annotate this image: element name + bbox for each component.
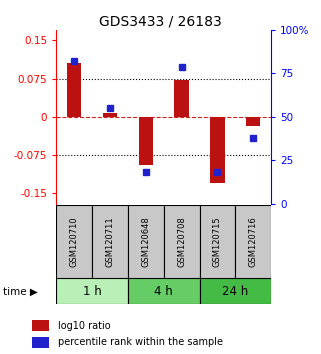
Bar <box>139 117 153 165</box>
Bar <box>32 337 49 348</box>
Bar <box>164 205 200 278</box>
Text: GSM120648: GSM120648 <box>141 216 150 267</box>
Bar <box>235 205 271 278</box>
Text: GSM120711: GSM120711 <box>105 216 115 267</box>
Text: GSM120716: GSM120716 <box>249 216 258 267</box>
Text: time ▶: time ▶ <box>3 287 38 297</box>
Text: 1 h: 1 h <box>82 285 101 298</box>
Bar <box>246 117 260 126</box>
Text: GSM120708: GSM120708 <box>177 216 186 267</box>
Bar <box>128 205 164 278</box>
Bar <box>103 113 117 117</box>
Bar <box>128 278 200 304</box>
Bar <box>32 320 49 331</box>
Bar <box>200 278 271 304</box>
Bar <box>210 117 225 183</box>
Text: log10 ratio: log10 ratio <box>57 321 110 331</box>
Bar <box>67 63 81 117</box>
Text: GSM120710: GSM120710 <box>70 216 79 267</box>
Bar <box>56 205 92 278</box>
Text: GSM120715: GSM120715 <box>213 216 222 267</box>
Text: percentile rank within the sample: percentile rank within the sample <box>57 337 222 347</box>
Text: GDS3433 / 26183: GDS3433 / 26183 <box>99 14 222 28</box>
Bar <box>175 80 189 117</box>
Bar <box>200 205 235 278</box>
Bar <box>92 205 128 278</box>
Bar <box>56 278 128 304</box>
Text: 4 h: 4 h <box>154 285 173 298</box>
Text: 24 h: 24 h <box>222 285 248 298</box>
